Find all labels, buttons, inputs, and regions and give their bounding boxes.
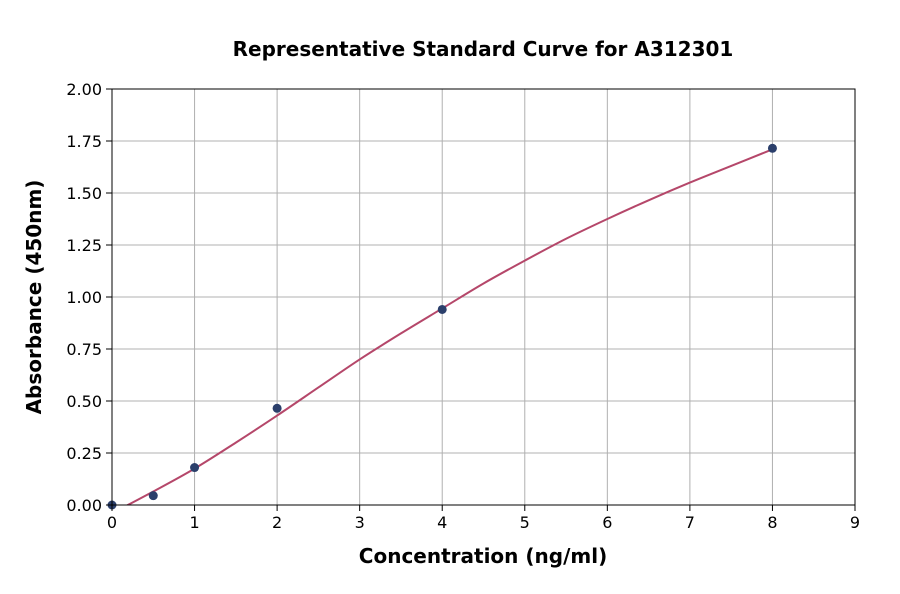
data-point: [190, 463, 200, 473]
x-tick-label: 5: [520, 513, 530, 532]
y-tick-label: 0.25: [66, 444, 102, 463]
chart-title: Representative Standard Curve for A31230…: [233, 37, 734, 61]
y-tick-label: 1.50: [66, 184, 102, 203]
y-axis-ticks: 0.00 0.25 0.50 0.75 1.00 1.25 1.50 1.75 2.00: [66, 80, 112, 515]
y-tick-label: 2.00: [66, 80, 102, 99]
x-tick-label: 3: [355, 513, 365, 532]
y-tick-label: 0.75: [66, 340, 102, 359]
data-point: [767, 143, 777, 153]
y-tick-label: 1.00: [66, 288, 102, 307]
y-tick-label: 0.00: [66, 496, 102, 515]
y-tick-label: 0.50: [66, 392, 102, 411]
x-axis-ticks: 0 1 2 3 4 5 6 7 8 9: [107, 505, 860, 532]
x-tick-label: 6: [602, 513, 612, 532]
data-point: [148, 491, 158, 501]
data-point: [437, 304, 447, 314]
data-point: [272, 403, 282, 413]
x-tick-label: 0: [107, 513, 117, 532]
x-tick-label: 7: [685, 513, 695, 532]
x-tick-label: 1: [189, 513, 199, 532]
x-tick-label: 8: [767, 513, 777, 532]
x-axis-title: Concentration (ng/ml): [359, 544, 607, 568]
y-axis-title: Absorbance (450nm): [22, 180, 46, 415]
x-tick-label: 9: [850, 513, 860, 532]
x-tick-label: 4: [437, 513, 447, 532]
x-tick-label: 2: [272, 513, 282, 532]
grid: [111, 88, 856, 506]
y-tick-label: 1.75: [66, 132, 102, 151]
y-tick-label: 1.25: [66, 236, 102, 255]
